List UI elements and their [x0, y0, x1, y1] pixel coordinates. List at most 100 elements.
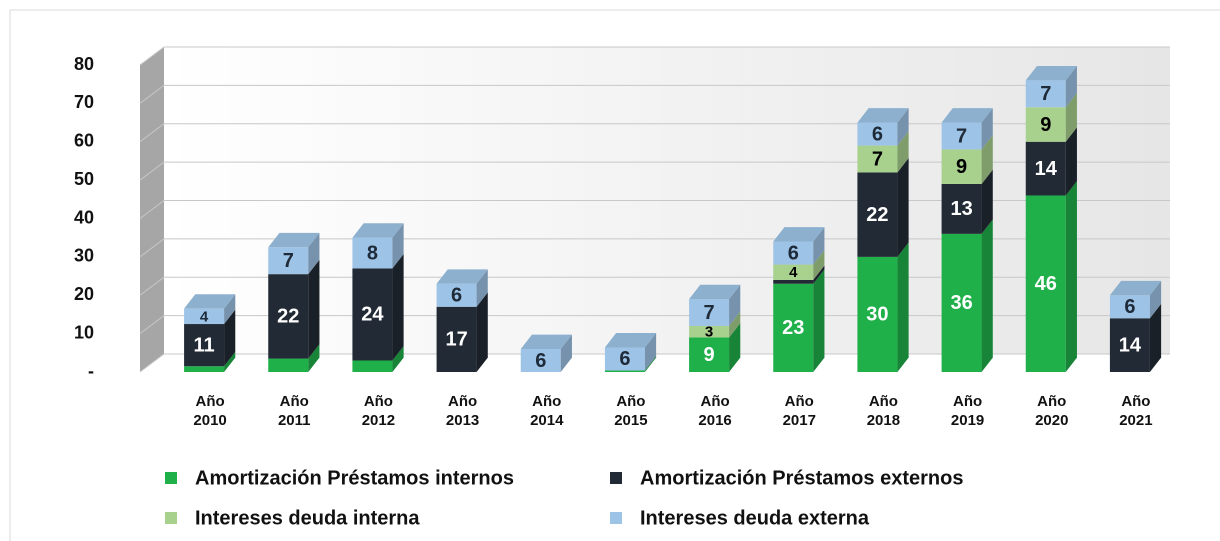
bar-segment	[604, 347, 645, 371]
x-tick-label: Año 2017	[782, 393, 816, 429]
bar-side	[1065, 181, 1077, 372]
data-label: 7	[872, 148, 883, 170]
data-label: 13	[950, 198, 972, 220]
bar-top	[268, 232, 320, 248]
bar-top	[520, 334, 572, 349]
bar-segment	[352, 360, 393, 372]
bar-segment	[268, 247, 309, 275]
bar-side	[729, 323, 741, 372]
x-tick-label: Año 2018	[866, 393, 901, 429]
data-label: 7	[1040, 83, 1051, 105]
data-label: 23	[782, 317, 804, 339]
grid-line	[139, 161, 1170, 181]
bar-segment	[773, 264, 814, 280]
bar-side	[308, 344, 320, 372]
data-label: 30	[866, 304, 888, 326]
data-label: 4	[789, 264, 798, 281]
bar-top	[941, 108, 993, 123]
legend-swatch	[165, 472, 177, 484]
bar-segment	[857, 256, 898, 372]
y-tick-label: 10	[74, 322, 94, 342]
legend-label: Amortización Préstamos externos	[640, 467, 963, 489]
bar-side	[476, 292, 488, 372]
x-tick-label: Año 2021	[1119, 393, 1153, 429]
bar-segment	[941, 183, 982, 234]
bar-side	[729, 311, 741, 338]
bar-segment	[1025, 195, 1066, 372]
data-label: 6	[1124, 296, 1135, 318]
bar-side	[308, 259, 320, 359]
x-tick-label: Año 2016	[698, 393, 732, 429]
data-label: 46	[1035, 273, 1057, 295]
data-label: 22	[277, 306, 299, 328]
data-label: 14	[1119, 334, 1142, 356]
bar-side	[1149, 303, 1162, 372]
data-label: 6	[535, 350, 546, 372]
bar-side	[981, 219, 993, 372]
bar-side	[1065, 65, 1077, 108]
bar-top	[1025, 65, 1077, 81]
bar-side	[224, 294, 236, 325]
bar-segment	[352, 237, 393, 269]
bar-segment	[689, 299, 730, 326]
bar-side	[813, 250, 825, 280]
grid-line	[139, 238, 1170, 258]
x-tick-label: Año 2012	[361, 393, 396, 429]
bar-side	[729, 284, 741, 326]
y-tick-label: 60	[74, 131, 94, 151]
bar-side	[897, 108, 909, 146]
bar-segment	[689, 325, 730, 338]
bar-side	[644, 333, 657, 371]
y-tick-label: 20	[74, 284, 94, 304]
bar-segment	[941, 122, 982, 150]
bar-top	[857, 108, 909, 123]
bar-segment	[352, 268, 393, 361]
x-tick-label: Año 2014	[530, 393, 564, 429]
bar-side	[308, 232, 320, 275]
data-label: 9	[704, 344, 715, 366]
y-tick-label: 80	[74, 54, 94, 74]
bar-segment	[184, 308, 225, 325]
data-label: 9	[956, 156, 967, 178]
grid-line	[139, 200, 1170, 219]
bar-segment	[268, 274, 309, 359]
bar-segment	[857, 145, 898, 173]
y-tick-label: 50	[74, 169, 94, 189]
data-label: 6	[451, 285, 462, 307]
bar-segment	[1109, 318, 1150, 372]
legend-label: Intereses deuda interna	[195, 507, 420, 529]
bar-side	[224, 309, 236, 367]
bar-top	[184, 294, 236, 309]
data-label: 9	[1040, 114, 1051, 136]
bar-side	[644, 356, 657, 372]
bar-segment	[773, 283, 814, 372]
data-label: 36	[950, 292, 972, 314]
x-tick-label: Año 2011	[277, 393, 311, 429]
bar-segment	[773, 241, 814, 265]
data-label: 6	[788, 242, 799, 264]
x-tick-label: Año 2020	[1035, 393, 1069, 429]
x-tick-label: Año 2015	[614, 393, 648, 429]
bar-side	[392, 223, 404, 269]
bar-segment	[184, 324, 225, 367]
bar-segment	[689, 337, 730, 372]
grid-line	[139, 353, 1170, 373]
bar-top	[604, 333, 657, 348]
bar-top	[1109, 280, 1162, 296]
grid-line	[139, 84, 1170, 104]
bar-side	[813, 265, 825, 284]
x-tick-label: Año 2010	[193, 393, 227, 429]
data-label: 14	[1035, 158, 1058, 180]
bar-side	[813, 227, 825, 265]
grid-line	[139, 46, 1170, 66]
bar-top	[689, 284, 741, 300]
bar-top	[352, 223, 404, 238]
bar-segment	[184, 366, 225, 372]
data-label: 7	[704, 302, 715, 324]
data-label: 22	[866, 204, 888, 226]
bar-side	[392, 253, 404, 361]
legend-label: Amortización Préstamos internos	[195, 467, 514, 489]
data-label: 7	[283, 250, 294, 272]
bar-segment	[857, 122, 898, 146]
y-tick-label: 40	[74, 207, 94, 227]
